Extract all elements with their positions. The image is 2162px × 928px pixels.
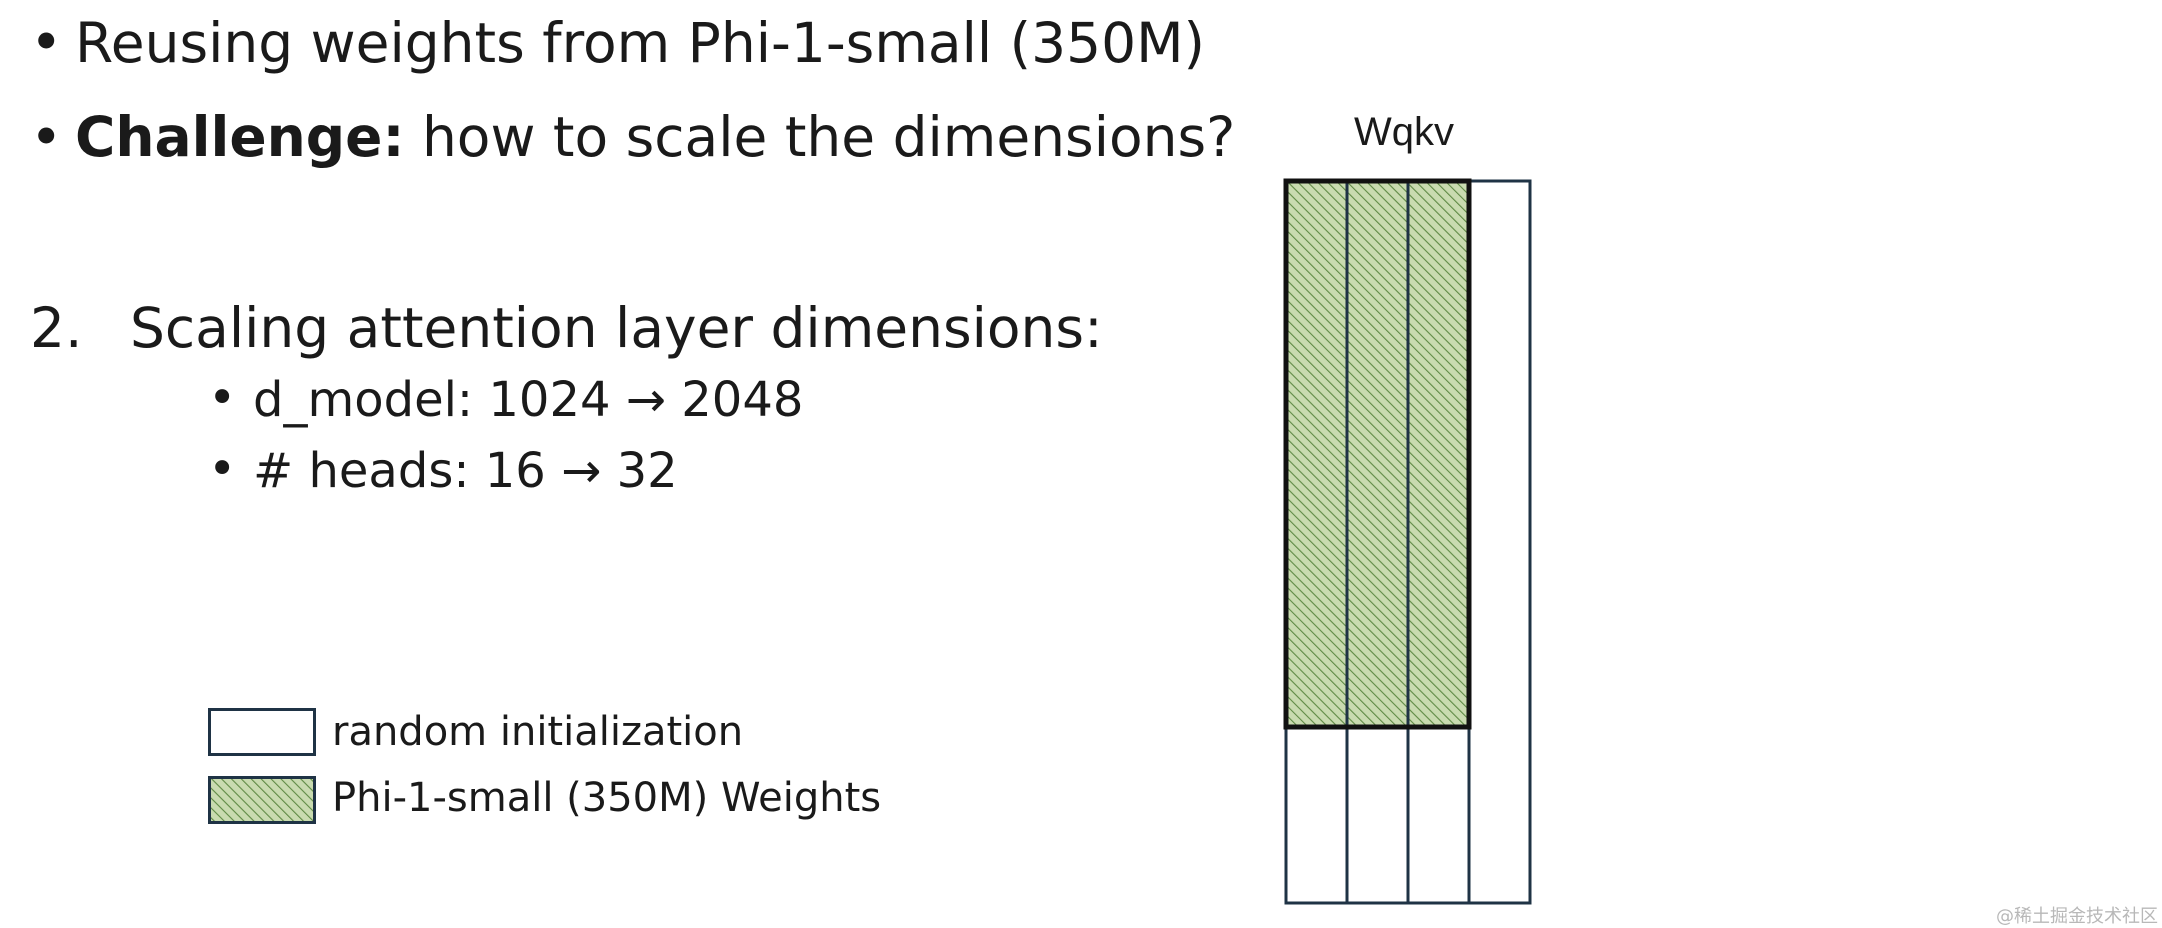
section-title: Scaling attention layer dimensions: bbox=[130, 296, 1103, 360]
legend-label-random: random initialization bbox=[332, 709, 744, 755]
bullet-dot-1: • bbox=[30, 10, 63, 74]
matrix-column-4 bbox=[1467, 179, 1532, 905]
pretrained-block-outline bbox=[1283, 178, 1472, 730]
sub-bullet-dot-2: • bbox=[208, 441, 237, 497]
pretrained-block bbox=[1286, 181, 1469, 727]
legend-label-pretrained: Phi-1-small (350M) Weights bbox=[332, 775, 882, 821]
bullet-reuse-weights: Reusing weights from Phi-1-small (350M) bbox=[75, 16, 1205, 71]
watermark: @稀土掘金技术社区 bbox=[1996, 906, 2158, 927]
section-number: 2. bbox=[30, 296, 83, 360]
sub-bullet-d-model: d_model: 1024 → 2048 bbox=[253, 372, 804, 428]
matrix-title: Wqkv bbox=[1354, 110, 1454, 154]
sub-bullet-dot-1: • bbox=[208, 370, 237, 426]
challenge-label: Challenge: bbox=[75, 105, 405, 169]
bullet-challenge: Challenge: how to scale the dimensions? bbox=[75, 110, 1235, 165]
wqkv-matrix bbox=[1283, 178, 1532, 905]
legend-swatch-random bbox=[208, 708, 316, 756]
challenge-text: how to scale the dimensions? bbox=[404, 105, 1236, 169]
legend-swatch-pretrained bbox=[208, 776, 316, 824]
sub-bullet-heads: # heads: 16 → 32 bbox=[253, 443, 678, 499]
bullet-dot-2: • bbox=[30, 105, 63, 169]
bullet-reuse-weights-text: Reusing weights from Phi-1-small (350M) bbox=[75, 11, 1205, 75]
